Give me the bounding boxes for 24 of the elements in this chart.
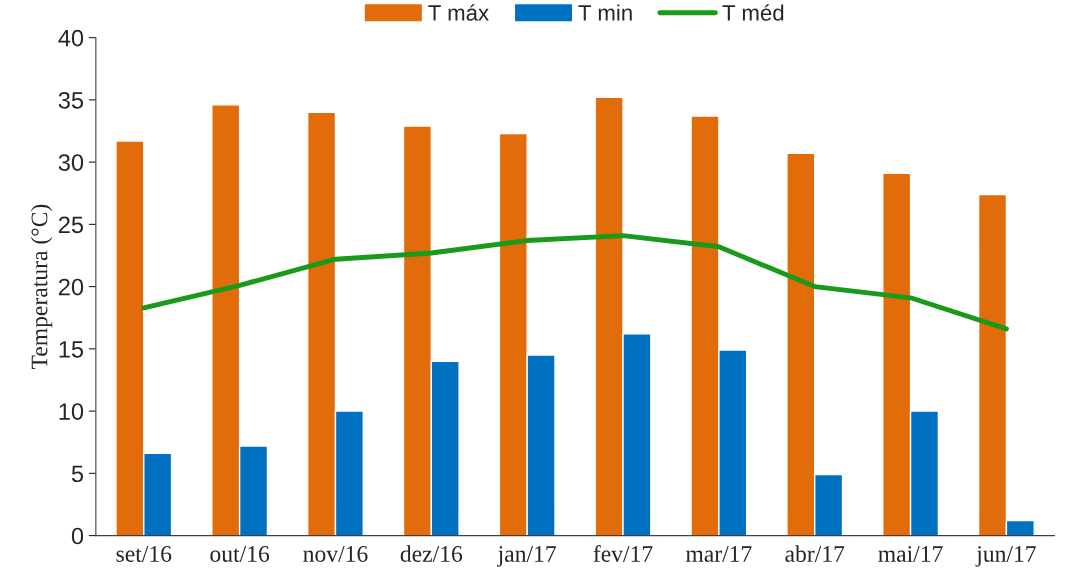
line-series — [141, 233, 1009, 332]
x-tick-label: jun/17 — [975, 546, 1036, 567]
y-tick-label: 0 — [71, 527, 84, 545]
legend-label: T máx — [428, 4, 489, 21]
x-tick-label: mai/17 — [878, 546, 943, 562]
y-tick-label: 5 — [71, 465, 84, 483]
x-tick-label: fev/17 — [593, 545, 653, 562]
y-tick-label: 15 — [59, 341, 84, 358]
legend-label: T méd — [722, 4, 784, 21]
y-tick-label: 25 — [58, 216, 84, 234]
x-tick-label: out/16 — [210, 546, 270, 562]
y-tick-label: 30 — [58, 154, 84, 171]
x-tick-label: jan/17 — [496, 546, 556, 567]
x-tick-label: abr/17 — [785, 545, 845, 562]
y-tick-label: 40 — [58, 29, 84, 47]
y-tick-label: 35 — [58, 91, 84, 109]
x-tick-label: nov/16 — [303, 546, 368, 562]
x-tick-label: dez/16 — [400, 545, 463, 562]
y-tick-label: 10 — [59, 403, 84, 420]
y-axis-title: Temperatura (°C) — [30, 204, 53, 370]
legend-label: T min — [578, 4, 632, 21]
x-tick-label: set/16 — [116, 546, 172, 562]
y-tick-label: 20 — [58, 278, 84, 296]
x-tick-label: mar/17 — [685, 546, 752, 562]
